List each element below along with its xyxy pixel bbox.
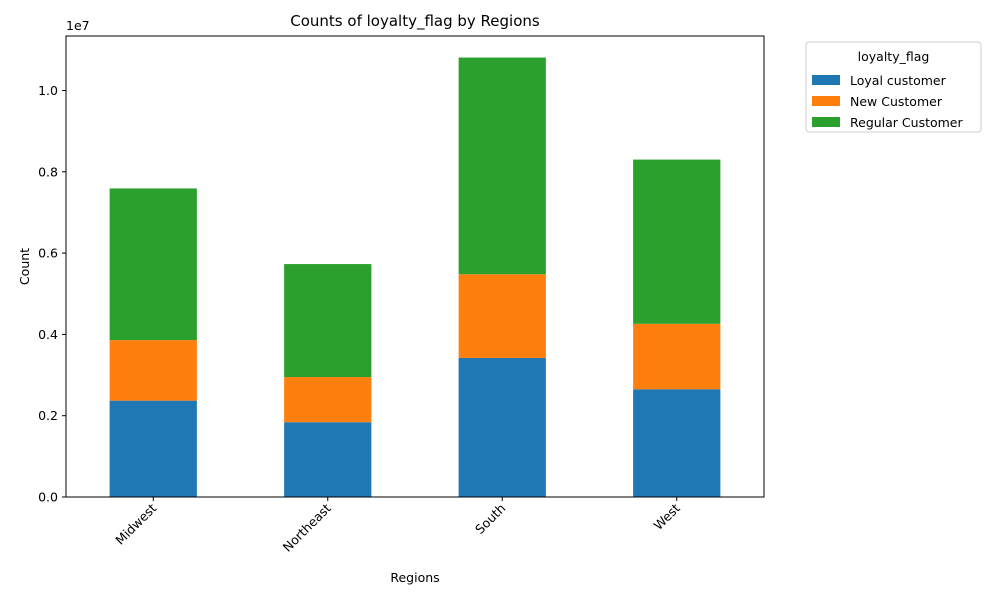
y-tick-label: 0.4 (38, 327, 58, 342)
plot-frame (65, 35, 765, 498)
legend-title: loyalty_flag (858, 49, 930, 64)
bar-south-new-customer (458, 274, 546, 358)
y-tick-label: 0.2 (38, 408, 58, 423)
bar-west-new-customer (633, 323, 721, 390)
y-ticks-group: 0.0 0.2 0.4 0.6 0.8 1.0 (38, 83, 66, 505)
bar-west-regular-customer (633, 159, 721, 324)
y-tick-label: 0.0 (38, 490, 58, 505)
y-tick-label: 0.6 (38, 246, 58, 261)
x-ticks-group: Midwest Northeast South West (112, 497, 683, 555)
x-axis-label: Regions (390, 570, 439, 585)
y-offset-text: 1e7 (66, 18, 90, 33)
y-axis-label: Count (17, 248, 32, 285)
bar-midwest-new-customer (109, 340, 197, 401)
bar-northeast-new-customer (284, 377, 372, 423)
bars-group (109, 57, 721, 497)
y-tick-label: 0.8 (38, 164, 58, 179)
legend-label: Regular Customer (850, 115, 963, 130)
legend-box (805, 41, 982, 133)
bar-midwest-regular-customer (109, 188, 197, 341)
x-tick-label: South (472, 501, 508, 537)
bar-south-regular-customer (458, 57, 546, 275)
bar-northeast-loyal-customer (284, 422, 372, 497)
legend-swatch (812, 96, 840, 106)
x-tick-label: Midwest (112, 500, 159, 547)
x-tick-label: Northeast (280, 500, 334, 554)
legend-label: Loyal customer (850, 73, 947, 88)
legend-label: New Customer (850, 94, 943, 109)
x-tick-label: West (651, 500, 683, 532)
legend-swatch (812, 75, 840, 85)
y-tick-label: 1.0 (38, 83, 58, 98)
bar-midwest-loyal-customer (109, 400, 197, 497)
bar-south-loyal-customer (458, 357, 546, 497)
bar-northeast-regular-customer (284, 264, 372, 378)
legend-swatch (812, 117, 840, 127)
bar-west-loyal-customer (633, 389, 721, 497)
legend: loyalty_flag Loyal customer New Customer R… (805, 41, 982, 133)
legend-items: Loyal customer New Customer Regular Custom… (812, 73, 963, 130)
chart-title: Counts of loyalty_flag by Regions (290, 12, 540, 31)
